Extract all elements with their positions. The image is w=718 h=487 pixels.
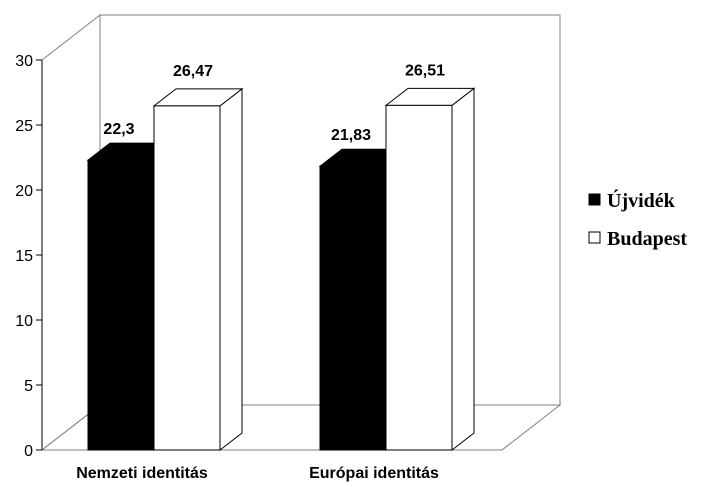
legend-item: Újvidék — [588, 188, 676, 212]
y-tick-label: 25 — [15, 118, 33, 135]
data-label: 26,47 — [173, 63, 213, 80]
y-tick-label: 5 — [24, 378, 33, 395]
bar-side-face — [451, 87, 475, 452]
bars — [86, 87, 476, 452]
y-axis: 0 5 10 15 20 25 30 — [15, 53, 42, 460]
data-label: 21,83 — [331, 127, 371, 144]
data-label: 22,3 — [103, 121, 134, 138]
bar-front-face — [153, 105, 221, 451]
y-tick-label: 0 — [24, 443, 33, 460]
y-tick-label: 20 — [15, 183, 33, 200]
x-axis-label: Európai identitás — [309, 465, 439, 482]
legend-label: Budapest — [607, 228, 687, 250]
data-label: 26,51 — [405, 62, 445, 79]
bar-front-face — [87, 159, 155, 451]
x-axis-label: Nemzeti identitás — [76, 465, 208, 482]
bar-front-face — [385, 104, 453, 451]
bar-front-face — [319, 165, 387, 451]
bar-budapest — [384, 87, 476, 452]
data-labels: 22,3 26,47 21,83 26,51 — [103, 62, 445, 144]
y-tick-label: 10 — [15, 313, 33, 330]
bar-budapest — [152, 87, 244, 452]
legend-label: Újvidék — [607, 188, 676, 212]
legend-swatch — [588, 193, 601, 206]
y-tick-label: 30 — [15, 53, 33, 70]
y-tick-label: 15 — [15, 248, 33, 265]
legend-item: Budapest — [588, 228, 687, 250]
x-axis-labels: Nemzeti identitás Európai identitás — [76, 465, 439, 482]
bar-side-face — [219, 87, 243, 452]
legend: Újvidék Budapest — [575, 180, 718, 262]
legend-swatch — [588, 231, 601, 244]
